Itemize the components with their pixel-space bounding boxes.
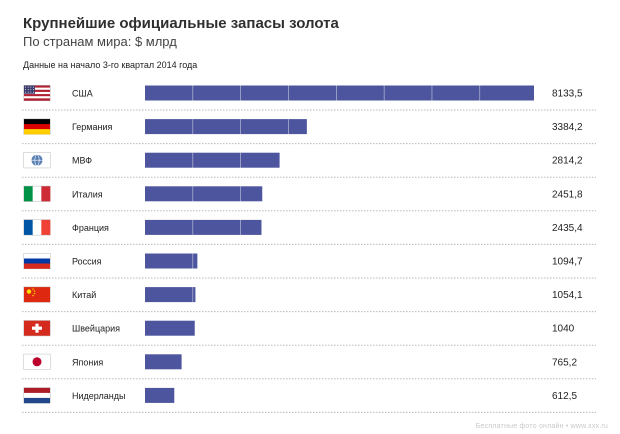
category-label: Япония [72, 357, 103, 367]
bar-row: США 8133,5 [22, 85, 596, 111]
bar [145, 320, 195, 336]
bar-ticks [192, 119, 289, 135]
category-label: Италия [72, 189, 103, 199]
bar-row: Япония 765,2 [22, 353, 596, 380]
bar [145, 152, 280, 168]
category-label: Германия [72, 122, 112, 132]
bar-ticks [192, 219, 241, 235]
value-label: 2451,8 [552, 189, 583, 200]
chart-title: Крупнейшие официальные запасы золота [23, 15, 339, 32]
bar-row: МВФ 2814,2 [22, 152, 596, 178]
italy-flag-icon [23, 185, 51, 202]
value-label: 8133,5 [552, 89, 583, 100]
chart-note: Данные на начало 3-го квартал 2014 года [23, 60, 198, 70]
imf-flag-icon [23, 152, 51, 169]
category-label: Россия [72, 257, 102, 267]
bar-row: Швейцария 1040 [22, 320, 596, 346]
germany-flag-icon [23, 118, 51, 135]
bar-row: Франция 2435,4 [22, 219, 596, 245]
bar-row: Германия 3384,2 [22, 118, 596, 145]
russia-flag-icon [23, 253, 51, 269]
bar-ticks [192, 85, 481, 101]
value-label: 612,5 [552, 391, 577, 402]
category-label: Китай [72, 290, 96, 300]
bar-row: Китай 1054,1 [22, 286, 596, 313]
bar-row: Нидерланды 612,5 [22, 387, 596, 413]
value-label: 1054,1 [552, 290, 583, 301]
value-label: 1094,7 [552, 257, 583, 268]
bar-row: Италия 2451,8 [22, 185, 596, 212]
usa-flag-icon [23, 85, 51, 101]
watermark: Бесплатные фото онлайн • www.xxx.ru [475, 423, 608, 430]
japan-flag-icon [23, 353, 51, 370]
netherlands-flag-icon [23, 387, 51, 404]
category-label: США [72, 89, 93, 99]
value-label: 3384,2 [552, 122, 583, 133]
bar [145, 85, 534, 101]
value-label: 2814,2 [552, 156, 583, 167]
category-label: Нидерланды [72, 391, 125, 401]
bar [145, 387, 175, 403]
bar-ticks [192, 186, 241, 202]
value-label: 765,2 [552, 357, 577, 368]
bar [145, 219, 262, 235]
bar-row: Россия 1094,7 [22, 253, 596, 279]
chart-subtitle: По странам мира: $ млрд [23, 34, 177, 49]
china-flag-icon [23, 286, 51, 303]
value-label: 2435,4 [552, 223, 583, 234]
bar-ticks [192, 152, 241, 168]
bar [145, 253, 198, 269]
bar [145, 119, 307, 135]
bar [145, 354, 182, 370]
bar [145, 186, 263, 202]
france-flag-icon [23, 219, 51, 236]
switzerland-flag-icon [23, 320, 51, 337]
category-label: Франция [72, 223, 109, 233]
category-label: Швейцария [72, 324, 120, 334]
bar [145, 287, 196, 303]
category-label: МВФ [72, 156, 92, 166]
value-label: 1040 [552, 324, 575, 335]
